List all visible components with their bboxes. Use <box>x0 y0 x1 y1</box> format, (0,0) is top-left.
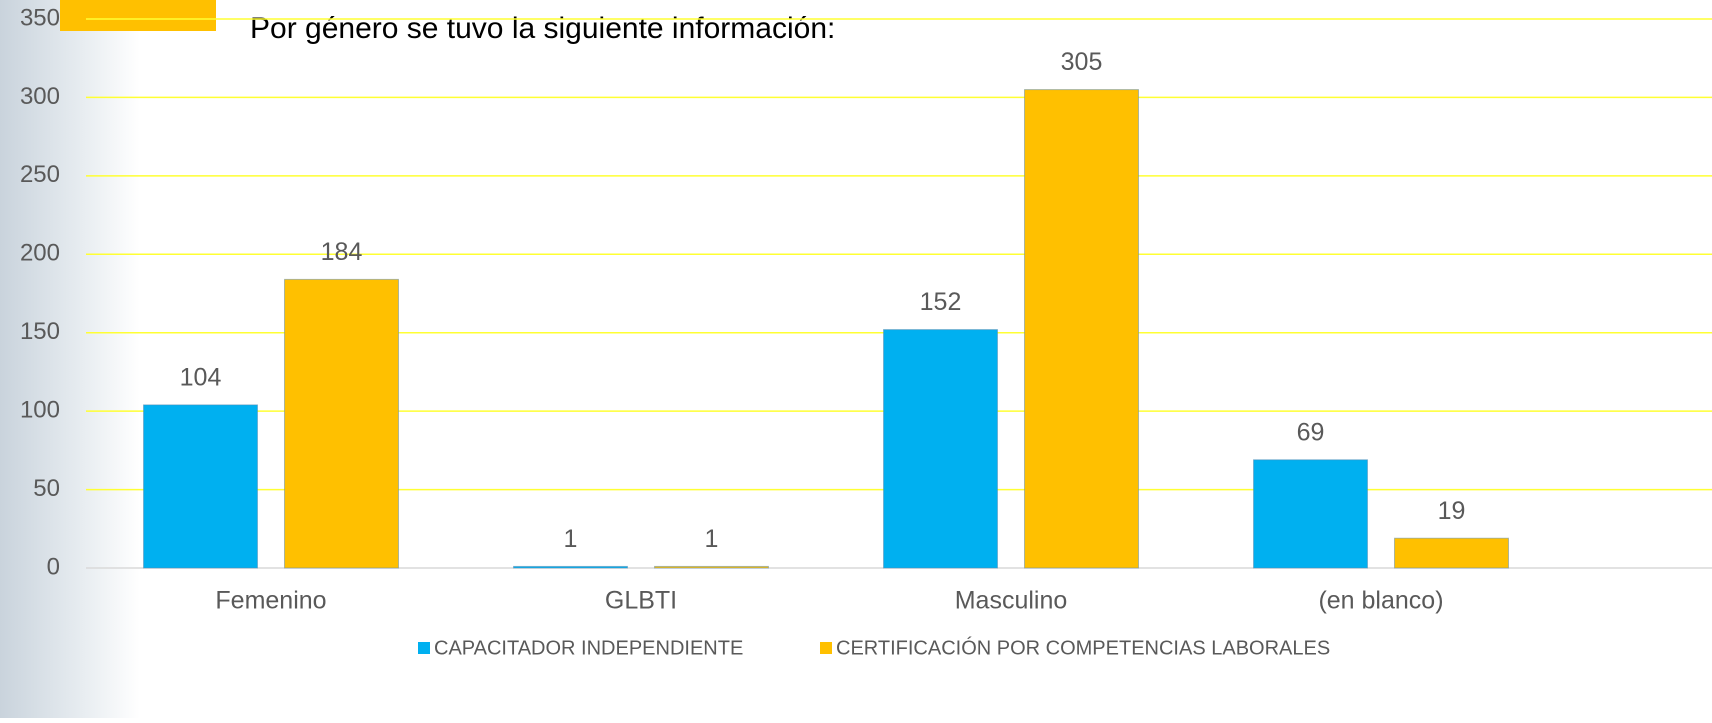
subtitle: Por género se tuvo la siguiente informac… <box>250 12 835 45</box>
data-label: 1 <box>564 525 578 553</box>
y-tick-label: 300 <box>20 83 60 110</box>
chart: Por género se tuvo la siguiente informac… <box>0 0 1712 718</box>
bar <box>285 279 399 568</box>
y-tick-label: 100 <box>20 396 60 423</box>
bar <box>884 330 998 568</box>
data-label: 104 <box>180 363 222 391</box>
bar <box>514 566 628 568</box>
legend-swatch <box>820 642 832 654</box>
bar <box>655 566 769 568</box>
data-label: 1 <box>705 525 719 553</box>
x-tick-label: GLBTI <box>605 587 677 615</box>
y-tick-label: 250 <box>20 161 60 188</box>
data-label: 19 <box>1438 497 1466 525</box>
data-label: 69 <box>1297 418 1325 446</box>
data-label: 305 <box>1061 48 1103 76</box>
data-label: 152 <box>920 288 962 316</box>
bar <box>1025 90 1139 568</box>
x-tick-label: Femenino <box>215 587 326 615</box>
page: Por género se tuvo la siguiente informac… <box>0 0 1712 718</box>
header-accent <box>60 0 216 31</box>
legend-label: CERTIFICACIÓN POR COMPETENCIAS LABORALES <box>836 636 1330 659</box>
y-tick-label: 200 <box>20 240 60 267</box>
y-tick-label: 50 <box>33 475 60 502</box>
legend-label: CAPACITADOR INDEPENDIENTE <box>434 637 743 659</box>
bar <box>1395 538 1509 568</box>
data-label: 184 <box>321 238 363 266</box>
x-tick-label: Masculino <box>955 587 1068 615</box>
x-tick-label: (en blanco) <box>1318 587 1443 615</box>
bar <box>144 405 258 568</box>
legend-swatch <box>418 642 430 654</box>
y-tick-label: 0 <box>47 553 60 580</box>
bar <box>1254 460 1368 568</box>
y-tick-label: 150 <box>20 318 60 345</box>
y-tick-label: 350 <box>20 4 60 31</box>
